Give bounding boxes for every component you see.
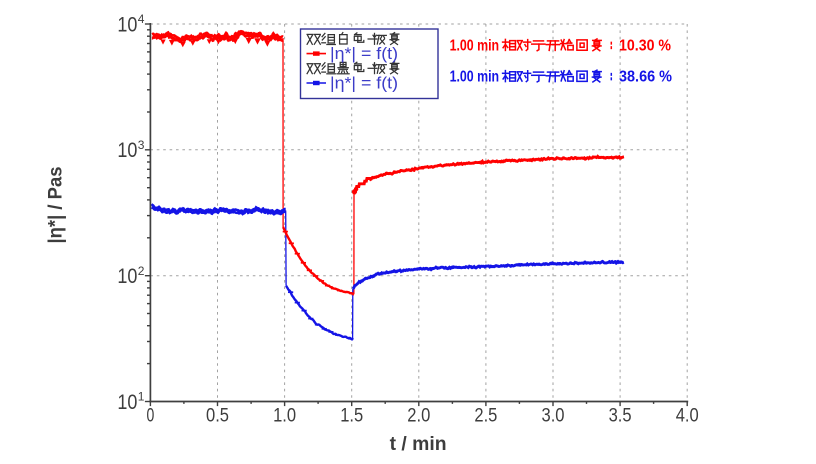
svg-text:|η*| = f(t): |η*| = f(t) — [330, 74, 398, 93]
svg-text:1.5: 1.5 — [340, 406, 363, 427]
svg-text:2.5: 2.5 — [474, 406, 497, 427]
svg-text:10: 10 — [117, 139, 137, 162]
svg-text:4: 4 — [138, 14, 145, 26]
svg-text:3: 3 — [138, 140, 145, 152]
svg-text:4.0: 4.0 — [676, 406, 699, 427]
svg-text:0: 0 — [147, 406, 155, 427]
svg-text:|η*| = f(t): |η*| = f(t) — [330, 44, 398, 63]
svg-text:38.66 %: 38.66 % — [619, 69, 672, 86]
svg-text:3.0: 3.0 — [542, 406, 565, 427]
svg-text:10.30 %: 10.30 % — [619, 37, 671, 54]
svg-text:1: 1 — [138, 392, 145, 404]
svg-text:10: 10 — [117, 391, 137, 414]
svg-text:1.0: 1.0 — [273, 406, 296, 427]
svg-text:0.5: 0.5 — [206, 406, 229, 427]
svg-text:10: 10 — [117, 13, 137, 36]
svg-text:t / min: t / min — [390, 434, 447, 455]
svg-text:|η*| / Pas: |η*| / Pas — [46, 167, 67, 244]
svg-text:1.00 min: 1.00 min — [450, 69, 500, 86]
svg-text:10: 10 — [117, 265, 137, 288]
svg-text:3.5: 3.5 — [609, 406, 632, 427]
svg-text:2: 2 — [138, 266, 145, 278]
svg-text:1.00 min: 1.00 min — [450, 37, 500, 54]
svg-text:2.0: 2.0 — [407, 406, 430, 427]
